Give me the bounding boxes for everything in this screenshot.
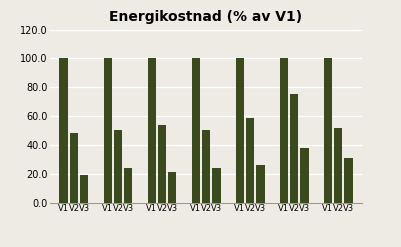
Bar <box>279 59 288 203</box>
Bar <box>147 59 156 203</box>
Bar <box>157 125 166 203</box>
Bar <box>103 59 112 203</box>
Bar <box>289 95 298 203</box>
Bar <box>191 59 200 203</box>
Bar <box>333 128 342 203</box>
Bar <box>113 130 122 203</box>
Bar <box>59 59 68 203</box>
Bar <box>245 118 254 203</box>
Bar <box>323 59 332 203</box>
Bar <box>211 168 220 203</box>
Bar <box>69 133 78 203</box>
Bar <box>299 148 308 203</box>
Bar <box>168 172 176 203</box>
Title: Energikostnad (% av V1): Energikostnad (% av V1) <box>109 10 302 24</box>
Bar <box>235 59 243 203</box>
Bar <box>124 168 132 203</box>
Bar <box>343 158 352 203</box>
Bar <box>201 130 210 203</box>
Bar <box>79 175 88 203</box>
Bar <box>255 165 264 203</box>
